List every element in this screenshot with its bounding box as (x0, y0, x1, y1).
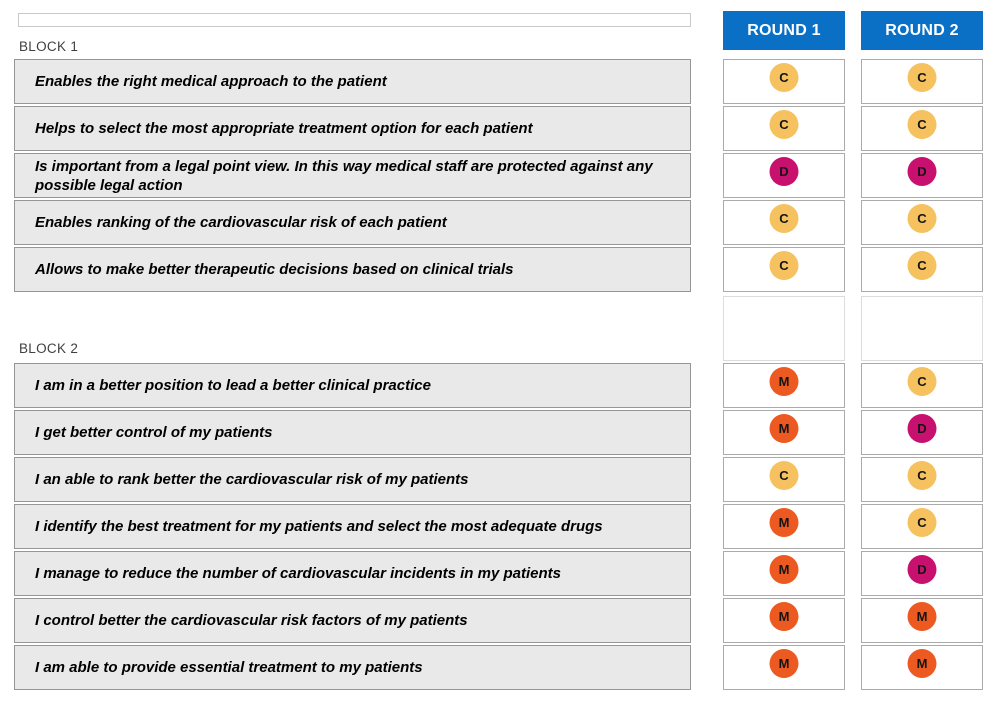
round1-column-header: ROUND 1 (723, 11, 845, 50)
round1-cell: C (723, 106, 845, 151)
round1-cell: M (723, 410, 845, 455)
statement-row: I identify the best treatment for my pat… (14, 504, 691, 549)
round1-cell: C (723, 59, 845, 104)
round2-cell: C (861, 200, 983, 245)
statement-row: I get better control of my patients (14, 410, 691, 455)
empty-top-box (18, 13, 691, 27)
statement-row: Helps to select the most appropriate tre… (14, 106, 691, 151)
round1-cell: M (723, 551, 845, 596)
statement-row: I am in a better position to lead a bett… (14, 363, 691, 408)
consensus-badge-M: M (769, 508, 799, 537)
consensus-badge-M: M (907, 602, 937, 631)
round2-cell: D (861, 551, 983, 596)
round2-cell: D (861, 410, 983, 455)
consensus-badge-C: C (907, 251, 937, 280)
consensus-badge-M: M (769, 602, 799, 631)
consensus-badge-C: C (769, 461, 799, 490)
statement-row: Enables ranking of the cardiovascular ri… (14, 200, 691, 245)
consensus-badge-C: C (769, 63, 799, 92)
block1-label: BLOCK 1 (19, 39, 79, 54)
statement-row: I control better the cardiovascular risk… (14, 598, 691, 643)
statement-row: I manage to reduce the number of cardiov… (14, 551, 691, 596)
consensus-badge-C: C (769, 110, 799, 139)
round2-cell: C (861, 363, 983, 408)
statement-row: Enables the right medical approach to th… (14, 59, 691, 104)
consensus-badge-M: M (769, 555, 799, 584)
round2-column-header: ROUND 2 (861, 11, 983, 50)
consensus-badge-M: M (769, 414, 799, 443)
round2-cell: M (861, 645, 983, 690)
statement-row: Is important from a legal point view. In… (14, 153, 691, 198)
consensus-badge-C: C (907, 110, 937, 139)
consensus-badge-C: C (769, 251, 799, 280)
consensus-badge-D: D (907, 414, 937, 443)
statement-row: I am able to provide essential treatment… (14, 645, 691, 690)
round2-cell: C (861, 106, 983, 151)
round2-cell: C (861, 457, 983, 502)
consensus-badge-D: D (907, 157, 937, 186)
round2-cell: D (861, 153, 983, 198)
consensus-badge-M: M (769, 649, 799, 678)
round1-cell: M (723, 504, 845, 549)
round2-block-gap-cell (861, 296, 983, 361)
round1-cell: M (723, 363, 845, 408)
round1-block-gap-cell (723, 296, 845, 361)
round1-cell: C (723, 200, 845, 245)
round1-cell: D (723, 153, 845, 198)
statement-row: Allows to make better therapeutic decisi… (14, 247, 691, 292)
round2-cell: M (861, 598, 983, 643)
consensus-badge-M: M (769, 367, 799, 396)
round2-cell: C (861, 247, 983, 292)
consensus-badge-C: C (907, 461, 937, 490)
consensus-badge-C: C (907, 204, 937, 233)
block2-label: BLOCK 2 (19, 341, 79, 356)
consensus-badge-M: M (907, 649, 937, 678)
round1-cell: C (723, 457, 845, 502)
consensus-badge-C: C (769, 204, 799, 233)
statement-row: I an able to rank better the cardiovascu… (14, 457, 691, 502)
round2-cell: C (861, 59, 983, 104)
consensus-badge-D: D (907, 555, 937, 584)
consensus-badge-D: D (769, 157, 799, 186)
round1-cell: M (723, 598, 845, 643)
consensus-badge-C: C (907, 508, 937, 537)
consensus-badge-C: C (907, 63, 937, 92)
round1-cell: M (723, 645, 845, 690)
round2-cell: C (861, 504, 983, 549)
consensus-badge-C: C (907, 367, 937, 396)
round1-cell: C (723, 247, 845, 292)
